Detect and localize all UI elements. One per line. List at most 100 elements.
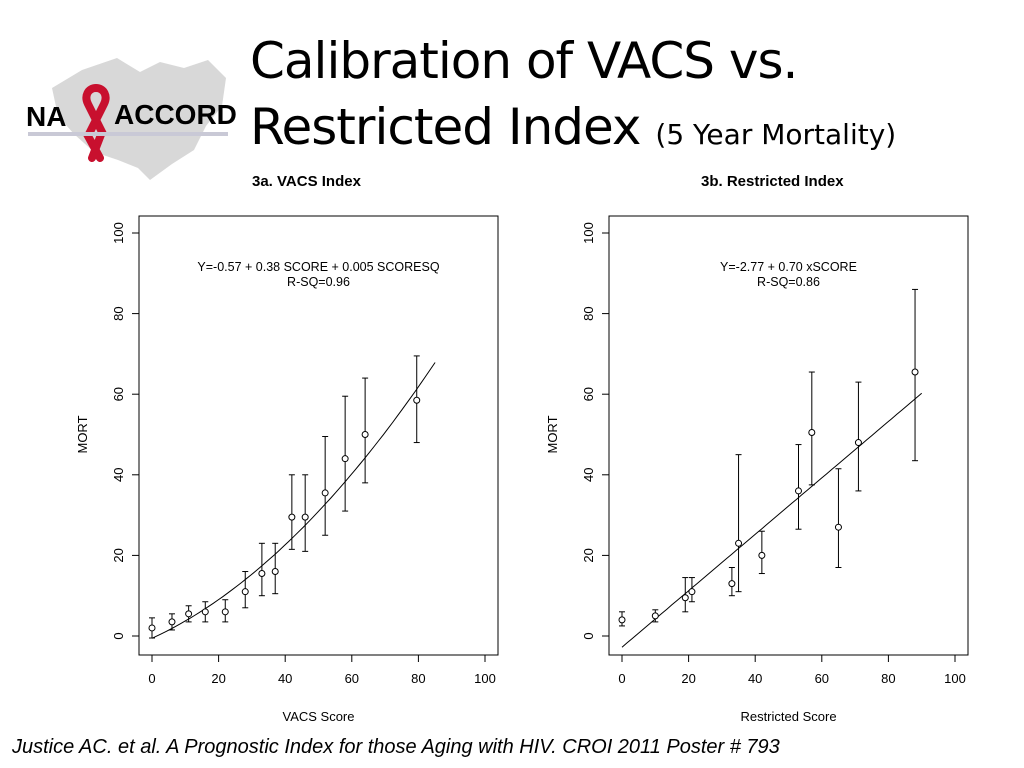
plot-frame [138,215,499,656]
data-point-group [618,611,626,627]
data-point-group [168,613,176,631]
y-tick-label: 20 [581,548,596,562]
data-point-group [758,530,766,575]
data-point [413,396,421,404]
data-point [201,608,209,616]
data-point-group [651,609,659,623]
y-tick-label: 80 [111,306,126,320]
data-point-group [688,577,696,603]
y-tick-label: 100 [111,222,126,244]
y-tick-label: 100 [581,222,596,244]
data-point-group [413,355,421,444]
vacs-index-chart: 0 20 40 60 80 100 0 20 40 60 80 100 VACS Score MORT Y=… [75,215,499,724]
data-point [341,455,349,463]
data-point [735,539,743,547]
data-point [911,368,919,376]
data-point [271,568,279,576]
data-point-group [321,436,329,536]
slide-title: Calibration of VACS vs. Restricted Index… [250,28,1020,168]
logo-text-right: ACCORD [114,99,236,130]
x-tick-label: 80 [881,671,895,686]
data-point [688,588,696,596]
x-tick-label: 100 [474,671,496,686]
x-tick-label: 100 [944,671,966,686]
x-tick-label: 40 [278,671,292,686]
slide-title-main: Calibration of VACS vs. Restricted Index [250,32,798,156]
data-point [681,594,689,602]
restricted-index-chart: 0 20 40 60 80 100 0 20 40 60 80 100 Restricted Score… [545,215,969,724]
x-axis-label: VACS Score [282,709,354,724]
y-tick-label: 80 [581,306,596,320]
data-point [834,523,842,531]
data-point-group [808,371,816,486]
data-point [794,487,802,495]
data-point-group [361,377,369,484]
equation-annotation: Y=-2.77 + 0.70 xSCORE [720,260,857,274]
x-tick-label: 20 [681,671,695,686]
fitted-curve [151,362,436,639]
data-point [301,513,309,521]
y-tick-label: 20 [111,548,126,562]
x-tick-label: 0 [148,671,155,686]
data-point [361,431,369,438]
data-point [241,588,249,596]
data-point [185,610,193,618]
data-point-group [728,566,736,597]
fitted-curve [621,392,923,648]
data-point-group [341,395,349,512]
y-tick-label: 60 [581,387,596,401]
plot-frame [608,215,969,656]
data-point-group [735,454,743,593]
data-point-group [854,381,862,492]
data-point [618,616,626,624]
naaccord-logo: NA ACCORD [26,58,236,180]
slide-title-sub: (5 Year Mortality) [655,118,897,151]
data-point-group [201,601,209,623]
red-ribbon-icon [82,84,110,162]
data-point [808,428,816,436]
y-tick-label: 60 [111,387,126,401]
data-point-group [681,577,689,613]
data-point [221,608,229,616]
data-point [854,439,862,447]
x-tick-label: 20 [211,671,225,686]
y-tick-label: 40 [581,468,596,482]
y-axis-label: MORT [75,415,90,453]
data-point [148,624,156,632]
data-point-group [148,617,156,639]
data-point-group [258,542,266,597]
y-tick-label: 40 [111,468,126,482]
data-point-group [271,542,279,595]
y-tick-label: 0 [111,632,126,639]
citation: Justice AC. et al. A Prognostic Index fo… [12,736,780,758]
data-point [651,612,659,620]
data-point-group [288,474,296,550]
x-tick-label: 60 [815,671,829,686]
equation-annotation: R-SQ=0.96 [287,275,350,289]
data-point [288,513,296,521]
data-point [258,570,266,578]
data-point [758,551,766,559]
data-point [168,618,176,626]
data-point-group [241,571,249,609]
chart-b-title: 3b. Restricted Index [701,173,844,190]
x-tick-label: 80 [411,671,425,686]
logo-text-left: NA [26,101,66,132]
equation-annotation: Y=-0.57 + 0.38 SCORE + 0.005 SCORESQ [197,260,439,274]
x-axis-label: Restricted Score [740,709,836,724]
data-point-group [794,444,802,530]
x-tick-label: 60 [345,671,359,686]
logo-tagline-stripe [28,132,228,136]
x-tick-label: 0 [618,671,625,686]
data-point-group [301,474,309,552]
data-point [728,580,736,588]
y-axis-label: MORT [545,415,560,453]
data-point [321,489,329,497]
data-point-group [834,468,842,568]
data-point-group [221,599,229,623]
data-point-group [911,288,919,462]
chart-a-title: 3a. VACS Index [252,173,361,190]
x-tick-label: 40 [748,671,762,686]
data-point-group [185,605,193,623]
equation-annotation: R-SQ=0.86 [757,275,820,289]
